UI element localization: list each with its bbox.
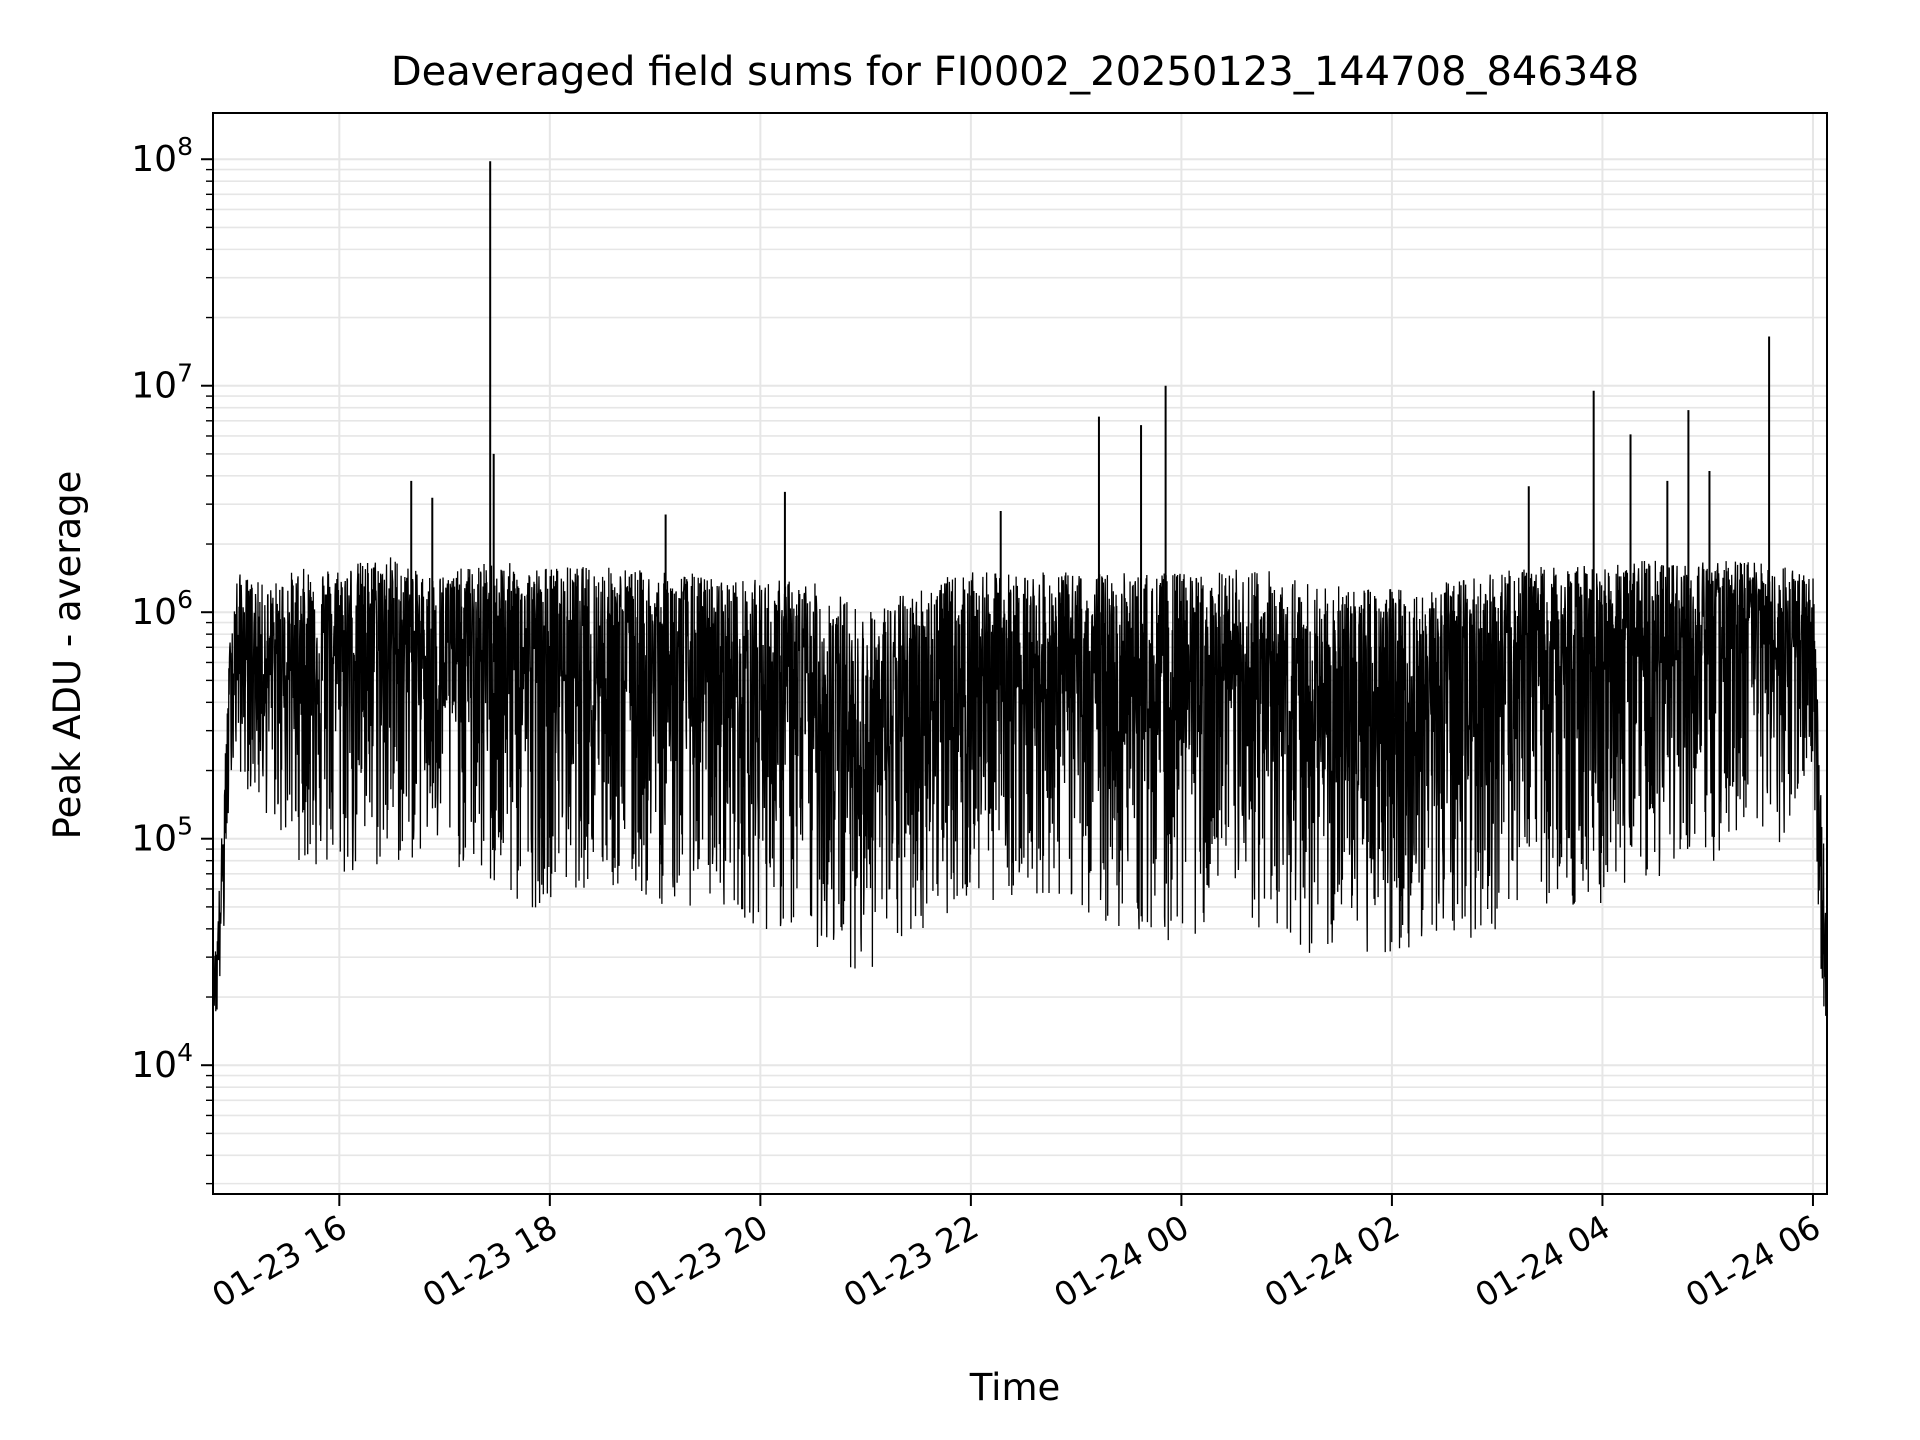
series-path (212, 557, 1828, 1016)
y-tick-label: 104 (131, 1038, 193, 1086)
y-tick-label: 108 (131, 132, 193, 180)
x-axis-label: Time (969, 1366, 1061, 1409)
series-line (212, 161, 1828, 1016)
y-tick-label: 106 (131, 585, 193, 633)
y-axis-label: Peak ADU - average (46, 471, 89, 840)
chart-title: Deaveraged field sums for FI0002_2025012… (391, 49, 1639, 95)
plot-area (212, 112, 1828, 1195)
y-tick-label: 107 (131, 359, 193, 407)
y-tick-label: 105 (131, 812, 193, 860)
